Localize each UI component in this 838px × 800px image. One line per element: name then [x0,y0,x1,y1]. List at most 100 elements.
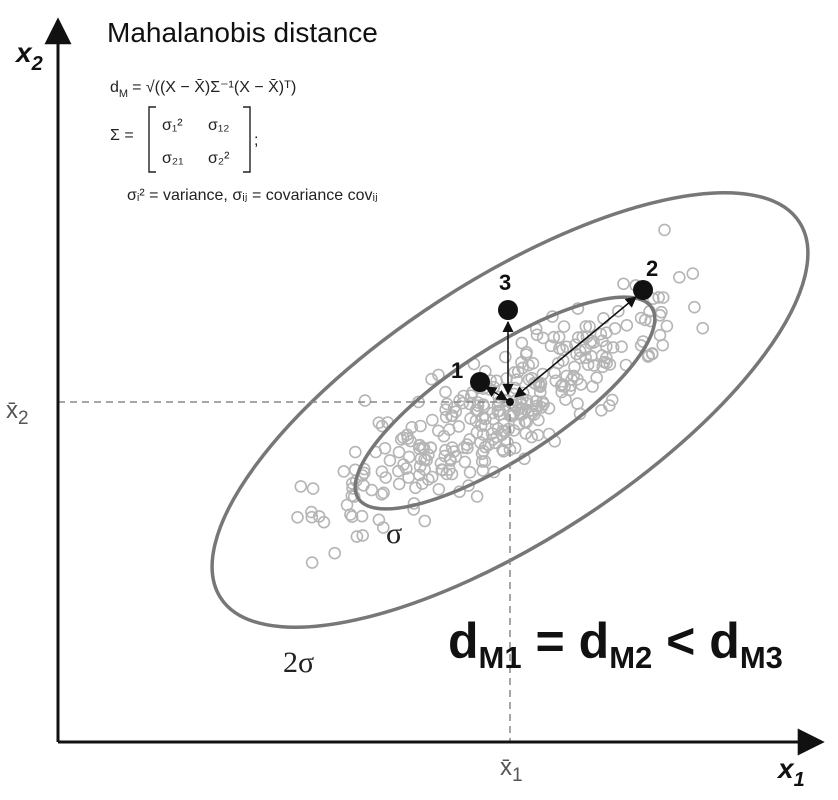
scatter-point [532,413,545,427]
scatter-point [402,450,416,464]
scatter-point [400,428,414,442]
scatter-point [414,452,428,466]
scatter-point [655,305,668,319]
scatter-point [435,463,449,476]
scatter-point [348,445,362,459]
scatter-point [358,394,372,407]
inner-ellipse-sigma [353,295,657,511]
scatter-point [439,443,452,457]
scatter-point [355,509,369,523]
dm-formula: dM = √((X − X̄)Σ⁻¹(X − X̄)ᵀ) [110,79,296,100]
scatter-point [656,291,670,304]
scatter-point [515,336,529,350]
scatter-point [424,441,438,455]
scatter-point [617,277,630,291]
outer-ellipse-2sigma [210,191,810,629]
matrix-bracket-left [148,106,156,173]
matrix-semicolon: ; [254,132,258,149]
scatter-point [520,415,533,429]
scatter-point [392,445,406,459]
scatter-point [378,441,392,455]
scatter-point [434,456,448,470]
scatter-point [409,481,422,495]
scatter-point [597,311,610,325]
scatter-point [660,319,674,333]
scatter-point [440,397,454,411]
scatter-point [653,328,667,342]
scatter-point [413,468,426,482]
scatter-point [638,313,652,327]
scatter-point [291,510,304,524]
matrix-m11: σ₁² [162,117,183,134]
scatter-point [508,441,522,455]
scatter-point [462,479,475,492]
scatter-point [688,300,701,314]
scatter-point [344,508,357,521]
scatter-point [345,510,359,524]
point-3-label: 3 [499,270,511,295]
x2-mean-label: x̄2 [6,397,29,429]
scatter-point [641,350,655,363]
scatter-point [337,465,351,478]
scatter-point [377,486,390,500]
scatter-point [474,436,487,449]
scatter-point [652,291,666,304]
scatter-point [392,477,406,491]
scatter-point [512,417,526,431]
scatter-point [476,464,490,477]
scatter-point [557,320,571,333]
inner-ellipse-label: σ [386,517,402,550]
matrix-m21: σ₂₁ [162,150,183,167]
scatter-point [463,465,477,479]
formula-note: σᵢ² = variance, σᵢⱼ = covariance covᵢⱼ [127,187,378,204]
point-1 [470,372,490,392]
scatter-point [445,467,459,481]
scatter-point [498,350,512,364]
scatter-point [312,510,326,523]
scatter-point [439,385,452,399]
scatter-point [372,416,386,430]
x1-mean-label: x̄1 [500,754,523,786]
scatter-point [490,374,503,388]
mean-point [506,398,514,406]
scatter-point [375,465,389,479]
scatter-point [432,368,445,382]
scatter-point [535,401,548,414]
scatter-point [496,443,509,457]
sigma-lhs: Σ = [110,127,134,144]
scatter-point [482,438,496,452]
diagram-title: Mahalanobis distance [107,17,378,48]
scatter-point [491,404,505,418]
matrix-m22: σ₂² [208,150,230,167]
scatter-point [471,399,485,413]
point-2 [633,280,653,300]
scatter-point [425,413,439,427]
scatter-point [531,428,545,442]
point-3 [498,300,518,320]
scatter-point [686,267,700,280]
scatter-point [350,530,364,543]
scatter-point [404,434,417,448]
scatter-point [457,389,470,403]
matrix-bracket-right [243,106,251,173]
scatter-point [305,510,319,524]
arrow-mean-to-point-2 [514,296,637,398]
scatter-point [415,477,429,491]
scatter-point [456,396,470,410]
scatter-point [458,455,472,469]
scatter-point [425,372,438,386]
scatter-point [452,420,466,433]
scatter-point [461,441,474,455]
point-1-label: 1 [451,358,463,383]
scatter-point [464,389,478,403]
scatter-point [439,410,453,424]
scatter-point [478,419,492,432]
scatter-point [418,514,432,528]
scatter-point [696,321,710,335]
scatter-point [356,529,370,542]
scatter-point [478,412,492,426]
scatter-point [414,419,427,433]
scatter-point [413,460,427,473]
scatter-point [305,556,319,569]
